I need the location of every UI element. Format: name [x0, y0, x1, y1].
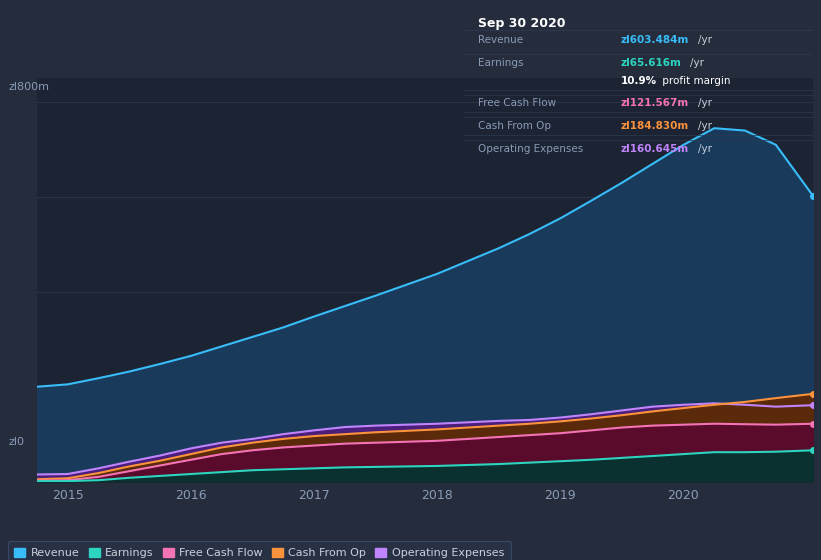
- Legend: Revenue, Earnings, Free Cash Flow, Cash From Op, Operating Expenses: Revenue, Earnings, Free Cash Flow, Cash …: [7, 541, 511, 560]
- Text: profit margin: profit margin: [659, 76, 731, 86]
- Text: zl0: zl0: [8, 437, 24, 447]
- Text: Free Cash Flow: Free Cash Flow: [478, 98, 556, 108]
- Text: Revenue: Revenue: [478, 35, 523, 45]
- Text: Operating Expenses: Operating Expenses: [478, 144, 583, 155]
- Text: zl65.616m: zl65.616m: [621, 58, 681, 68]
- Text: /yr: /yr: [698, 35, 712, 45]
- Text: 10.9%: 10.9%: [621, 76, 657, 86]
- Text: Cash From Op: Cash From Op: [478, 121, 551, 131]
- Text: zl800m: zl800m: [8, 82, 49, 92]
- Text: /yr: /yr: [690, 58, 704, 68]
- Text: zl121.567m: zl121.567m: [621, 98, 689, 108]
- Text: /yr: /yr: [698, 98, 712, 108]
- Text: zl160.645m: zl160.645m: [621, 144, 689, 155]
- Text: zl603.484m: zl603.484m: [621, 35, 690, 45]
- Text: zl184.830m: zl184.830m: [621, 121, 689, 131]
- Text: /yr: /yr: [698, 144, 712, 155]
- Text: /yr: /yr: [698, 121, 712, 131]
- Text: Sep 30 2020: Sep 30 2020: [478, 17, 566, 30]
- Text: Earnings: Earnings: [478, 58, 523, 68]
